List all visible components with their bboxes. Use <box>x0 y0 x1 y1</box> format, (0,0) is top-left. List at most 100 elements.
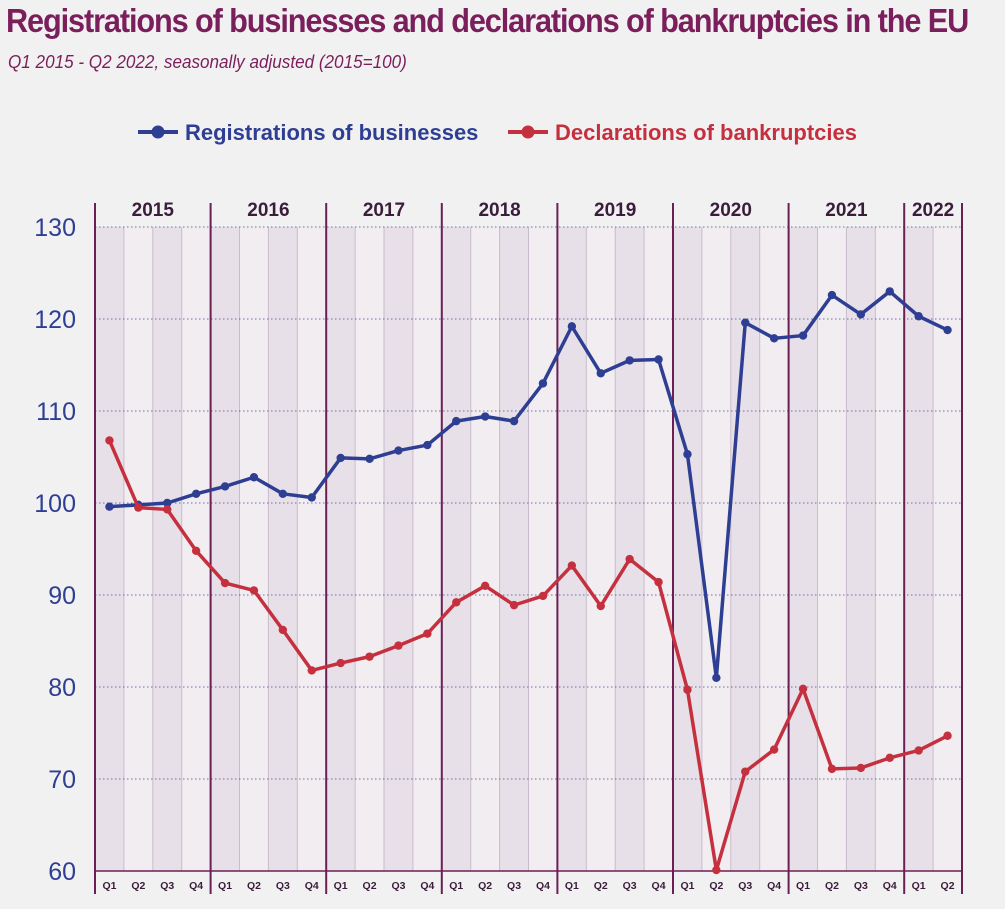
chart-title: Registrations of businesses and declarat… <box>6 2 969 39</box>
quarter-label: Q1 <box>102 880 116 892</box>
quarter-label: Q3 <box>276 880 290 892</box>
quarter-label: Q2 <box>941 880 955 892</box>
quarter-label: Q4 <box>652 880 666 892</box>
quarter-band <box>152 227 182 871</box>
quarter-label: Q4 <box>189 880 203 892</box>
quarter-label: Q4 <box>420 880 434 892</box>
y-tick-label: 60 <box>48 858 76 886</box>
y-tick-label: 130 <box>34 214 76 242</box>
bankruptcies-point <box>336 658 345 668</box>
quarter-label: Q1 <box>334 880 348 892</box>
bankruptcies-point <box>712 865 721 875</box>
quarter-band <box>499 227 529 871</box>
quarter-label: Q2 <box>825 880 839 892</box>
registrations-point <box>191 489 201 498</box>
quarter-label: Q1 <box>912 880 926 892</box>
quarter-label: Q3 <box>507 880 521 892</box>
quarter-band <box>239 227 269 871</box>
year-label: 2016 <box>247 200 289 221</box>
registrations-point <box>856 310 866 319</box>
quarter-label: Q2 <box>131 880 145 892</box>
registrations-point <box>105 502 114 511</box>
bankruptcies-point <box>394 641 403 650</box>
bankruptcies-legend-marker <box>521 125 535 139</box>
bankruptcies-point <box>538 591 548 601</box>
bankruptcies-point <box>741 767 750 776</box>
registrations-point <box>567 322 577 331</box>
registrations-point <box>307 493 316 502</box>
registrations-point <box>249 473 259 482</box>
registrations-point <box>741 318 750 327</box>
registrations-point <box>394 446 403 455</box>
registrations-point <box>452 416 461 426</box>
bankruptcies-point <box>856 763 866 773</box>
quarter-band <box>759 227 789 871</box>
quarter-label: Q2 <box>594 880 608 892</box>
bankruptcies-point <box>509 600 519 610</box>
quarter-band <box>123 227 153 871</box>
quarter-label: Q3 <box>160 880 174 892</box>
y-tick-label: 80 <box>48 674 76 702</box>
bankruptcies-point <box>683 685 692 694</box>
registrations-point <box>683 450 692 459</box>
bankruptcies-legend-label: Declarations of bankruptcies <box>555 120 857 145</box>
bankruptcies-point <box>798 684 808 694</box>
y-tick-label: 120 <box>34 306 76 334</box>
bankruptcies-point <box>769 745 779 754</box>
year-label: 2022 <box>912 200 954 221</box>
quarter-label: Q3 <box>391 880 405 892</box>
quarter-band <box>470 227 500 871</box>
bankruptcies-point <box>943 731 952 740</box>
quarter-band <box>355 227 384 871</box>
registrations-point <box>625 356 634 365</box>
registrations-point <box>480 412 490 421</box>
registrations-point <box>423 440 432 450</box>
quarter-band <box>933 227 962 871</box>
quarter-label: Q2 <box>478 880 492 892</box>
quarter-band <box>673 227 702 871</box>
registrations-point <box>769 334 779 343</box>
quarter-label: Q3 <box>623 880 637 892</box>
quarter-band <box>875 227 905 871</box>
bankruptcies-point <box>452 598 461 607</box>
y-tick-label: 70 <box>48 766 76 794</box>
quarter-label: Q2 <box>363 880 377 892</box>
registrations-legend-marker <box>151 125 165 139</box>
y-tick-label: 90 <box>48 582 76 610</box>
registrations-point <box>596 369 605 378</box>
registrations-point <box>365 454 374 464</box>
bankruptcies-point <box>567 561 577 570</box>
quarter-label: Q1 <box>796 880 810 892</box>
quarter-band <box>644 227 673 871</box>
quarter-label: Q1 <box>680 880 694 892</box>
registrations-point <box>943 325 952 335</box>
quarter-label: Q2 <box>709 880 723 892</box>
registrations-point <box>278 489 288 498</box>
year-label: 2018 <box>478 200 520 221</box>
bankruptcies-point <box>654 577 663 587</box>
y-tick-label: 100 <box>34 490 76 518</box>
bankruptcies-point <box>625 554 634 564</box>
quarter-band <box>412 227 442 871</box>
registrations-point <box>336 453 345 463</box>
year-label: 2020 <box>710 200 752 221</box>
bankruptcies-point <box>220 578 230 588</box>
quarter-band <box>586 227 616 871</box>
quarter-band <box>210 227 240 871</box>
quarter-label: Q3 <box>738 880 752 892</box>
year-label: 2017 <box>363 200 405 221</box>
quarter-band <box>557 227 587 871</box>
quarter-band <box>817 227 847 871</box>
quarter-label: Q3 <box>854 880 868 892</box>
quarter-band <box>528 227 558 871</box>
bankruptcies-point <box>914 746 923 755</box>
quarter-band <box>384 227 413 871</box>
quarter-label: Q4 <box>536 880 550 892</box>
quarter-label: Q4 <box>883 880 897 892</box>
registrations-point <box>885 287 894 296</box>
quarter-band <box>326 227 356 871</box>
bankruptcies-point <box>480 581 490 590</box>
bankruptcies-point <box>163 505 172 514</box>
quarter-label: Q4 <box>305 880 319 892</box>
